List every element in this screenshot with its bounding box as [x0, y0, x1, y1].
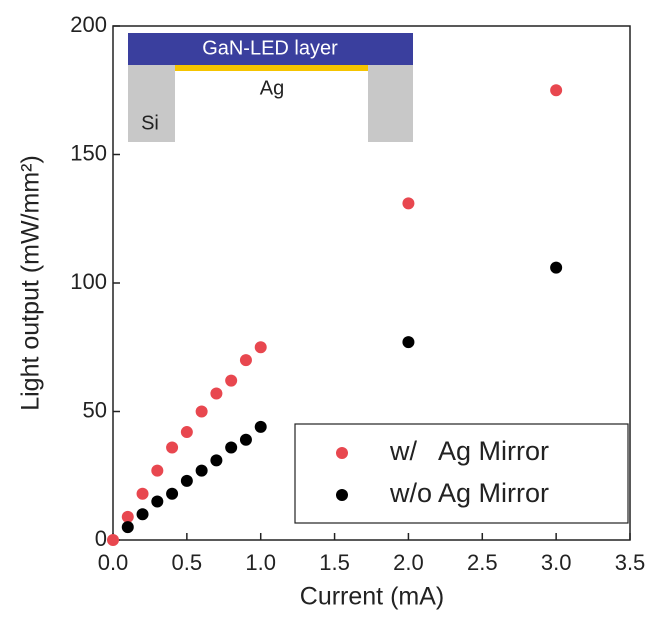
x-tick-label: 3.0: [541, 550, 572, 575]
legend-label: w/o Ag Mirror: [389, 478, 549, 508]
point: [210, 387, 223, 400]
point: [107, 534, 119, 546]
point: [121, 521, 134, 534]
y-tick-label: 150: [70, 140, 107, 165]
point: [136, 487, 149, 500]
point: [225, 374, 238, 387]
point: [402, 336, 415, 349]
point: [180, 474, 193, 487]
inset-label: Si: [141, 112, 159, 134]
inset-label: GaN-LED layer: [202, 37, 338, 59]
y-tick-label: 0: [95, 526, 107, 551]
point: [195, 405, 208, 418]
point: [151, 495, 164, 508]
point: [195, 464, 208, 477]
x-tick-label: 1.5: [319, 550, 350, 575]
point: [166, 487, 179, 500]
legend-marker: [336, 447, 348, 459]
point: [239, 354, 252, 367]
point: [550, 261, 563, 274]
point: [121, 510, 134, 523]
inset-substrate: [128, 65, 175, 142]
point: [254, 420, 267, 433]
y-tick-label: 200: [70, 12, 107, 37]
x-axis-label: Current (mA): [300, 583, 444, 611]
legend-label: w/ Ag Mirror: [389, 436, 549, 466]
inset-layer: [128, 33, 413, 65]
point: [254, 341, 267, 354]
legend-marker: [336, 489, 348, 501]
x-tick-label: 1.0: [245, 550, 276, 575]
point: [166, 441, 179, 454]
inset-label: Ag: [260, 77, 284, 99]
point: [180, 426, 193, 439]
point: [210, 454, 223, 467]
x-tick-label: 2.0: [393, 550, 424, 575]
x-tick-label: 0.5: [172, 550, 203, 575]
point: [402, 197, 415, 210]
x-tick-label: 3.5: [615, 550, 646, 575]
point: [239, 433, 252, 446]
y-axis-label: Light output (mW/mm²): [17, 155, 45, 411]
y-tick-label: 100: [70, 269, 107, 294]
point: [136, 508, 149, 521]
x-tick-label: 2.5: [467, 550, 498, 575]
y-tick-label: 50: [83, 397, 107, 422]
point: [225, 441, 238, 454]
inset-mirror: [175, 65, 368, 71]
inset-substrate: [368, 65, 413, 142]
legend-box: [294, 423, 629, 524]
point: [151, 464, 164, 477]
point: [550, 84, 563, 97]
x-tick-label: 0.0: [98, 550, 129, 575]
